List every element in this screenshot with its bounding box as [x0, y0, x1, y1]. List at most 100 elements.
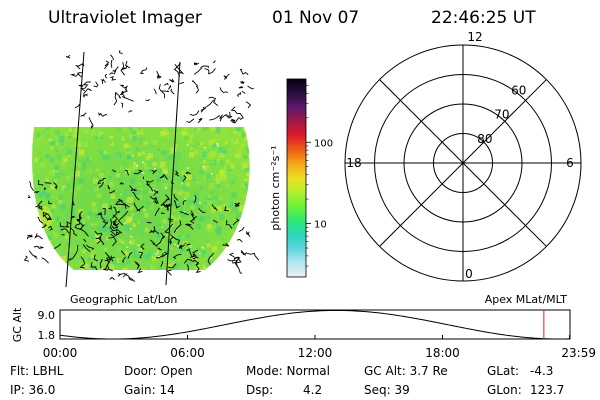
image-pixel — [112, 180, 119, 187]
image-pixel — [100, 214, 105, 219]
coastline-segment — [99, 258, 103, 269]
image-pixel — [61, 268, 65, 270]
image-pixel — [219, 152, 225, 158]
coastline-segment — [121, 87, 128, 94]
image-pixel — [229, 227, 236, 234]
image-pixel — [165, 176, 171, 182]
image-pixel — [40, 234, 47, 241]
coastline-segment — [77, 210, 83, 221]
image-pixel — [231, 265, 235, 269]
coastline-segment — [107, 185, 111, 190]
image-pixel — [52, 189, 58, 195]
coastline-segment — [209, 115, 221, 121]
coastline-segment — [135, 263, 141, 270]
image-pixel — [239, 234, 244, 239]
image-pixel — [243, 154, 248, 159]
colorbar-ticks: 100 10 — [306, 85, 333, 267]
image-pixel — [59, 172, 62, 175]
image-pixel — [81, 161, 86, 165]
image-pixel — [79, 212, 84, 218]
mlt-spoke — [379, 183, 443, 247]
image-pixel — [34, 173, 40, 178]
image-pixel — [48, 169, 54, 175]
image-pixel — [118, 186, 124, 192]
image-pixel — [233, 139, 237, 142]
image-pixel — [200, 208, 207, 214]
image-pixel — [194, 205, 199, 210]
image-pixel — [44, 133, 51, 140]
image-pixel — [236, 273, 240, 277]
image-pixel — [53, 199, 56, 202]
image-pixel — [215, 228, 221, 234]
coastline-segment — [117, 210, 129, 226]
image-pixel — [243, 244, 249, 249]
image-pixel — [163, 141, 170, 148]
altitude-ytick-max: 9.0 — [38, 309, 56, 322]
image-pixel — [243, 266, 248, 270]
image-pixel — [196, 180, 199, 184]
image-pixel — [32, 268, 37, 270]
image-pixel — [129, 165, 132, 168]
image-pixel — [53, 179, 57, 183]
image-pixel — [102, 155, 107, 160]
image-pixel — [209, 150, 212, 154]
coastline-segment — [236, 239, 243, 243]
image-pixel — [245, 189, 250, 193]
image-pixel — [149, 205, 154, 210]
image-pixel — [84, 148, 88, 153]
coastline-segment — [240, 80, 245, 84]
image-pixel — [131, 129, 137, 134]
image-pixel — [179, 174, 185, 181]
image-pixel — [246, 158, 250, 163]
image-pixel — [205, 264, 209, 267]
coastline-segment — [119, 181, 124, 185]
image-pixel — [206, 165, 210, 170]
image-pixel — [132, 170, 138, 175]
image-pixel — [63, 246, 68, 251]
status-door: Door: Open — [124, 364, 193, 378]
image-pixel — [92, 178, 99, 184]
image-pixel — [92, 261, 96, 265]
image-pixel — [51, 141, 56, 146]
image-pixel — [97, 226, 103, 232]
coastline-segment — [79, 263, 85, 269]
image-pixel — [248, 264, 250, 269]
status-glat-label: GLat: — [487, 364, 520, 378]
coastline-segment — [110, 230, 119, 237]
image-pixel — [129, 206, 134, 211]
image-pixel — [200, 249, 206, 255]
image-pixel — [223, 164, 229, 170]
coastline-segment — [72, 201, 75, 206]
image-pixel — [216, 240, 221, 244]
coastline-segment — [114, 91, 122, 99]
image-pixel — [57, 128, 62, 133]
image-pixel — [191, 260, 197, 266]
coastline-segment — [185, 171, 191, 175]
image-pixel — [183, 262, 186, 265]
image-pixel — [196, 223, 202, 229]
image-pixel — [212, 143, 216, 148]
image-noise-pixel — [126, 246, 129, 249]
status-glon-label: GLon: — [487, 383, 522, 397]
image-pixel — [42, 130, 45, 134]
coastline-segment — [174, 64, 185, 75]
image-pixel — [55, 158, 59, 163]
image-pixel — [209, 272, 213, 276]
colorbar-tick-label: 10 — [314, 220, 327, 231]
image-pixel — [206, 239, 210, 242]
image-pixel — [44, 192, 51, 199]
image-pixel — [202, 238, 207, 243]
image-pixel — [160, 142, 164, 146]
image-pixel — [172, 208, 176, 213]
image-pixel — [192, 144, 197, 149]
coastline-segment — [132, 191, 140, 201]
image-pixel — [64, 187, 70, 192]
coastline-segment — [104, 256, 115, 261]
image-pixel — [120, 216, 127, 223]
image-pixel — [251, 157, 256, 162]
image-pixel — [165, 232, 170, 237]
image-pixel — [195, 231, 199, 235]
coastline-segment — [34, 233, 43, 240]
image-pixel — [217, 200, 222, 205]
image-pixel — [75, 179, 79, 183]
